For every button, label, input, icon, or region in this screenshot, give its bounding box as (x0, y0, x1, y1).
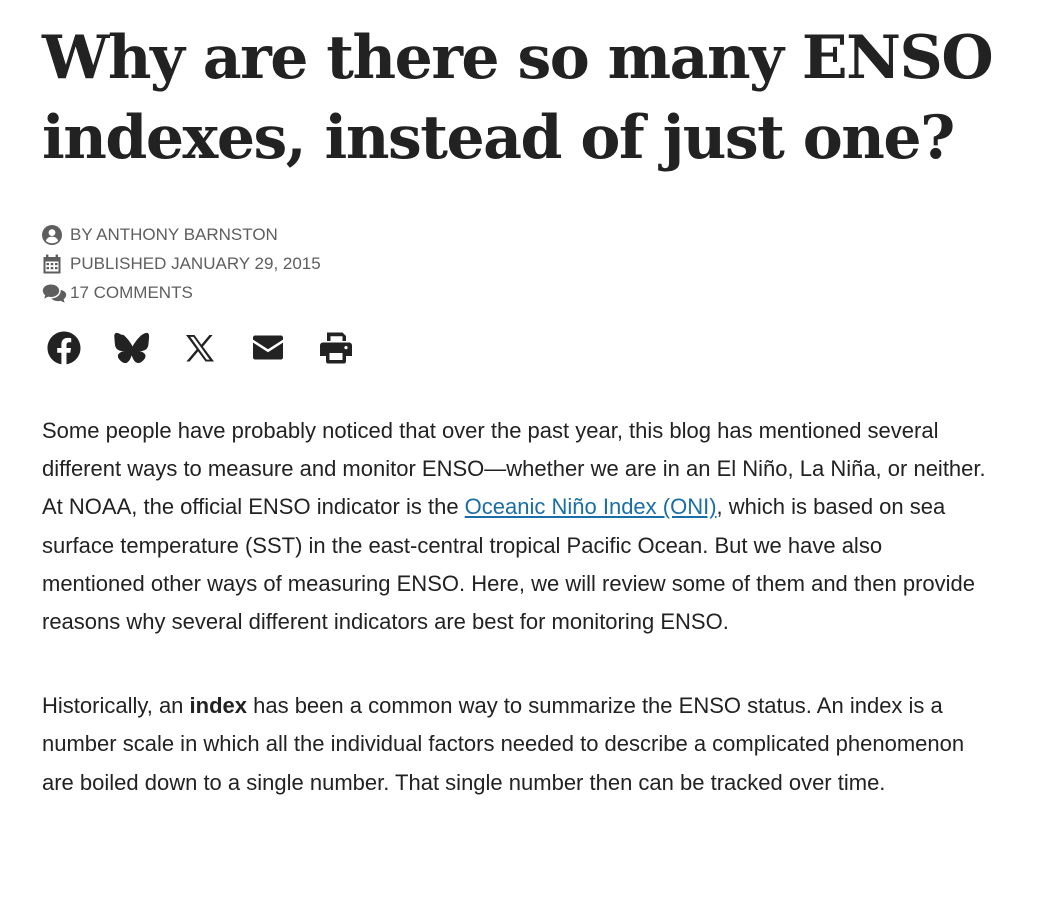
published-date: PUBLISHED JANUARY 29, 2015 (42, 249, 321, 278)
facebook-icon (47, 331, 81, 365)
author-link[interactable]: BY ANTHONY BARNSTON (70, 224, 278, 244)
x-icon (186, 335, 214, 362)
oni-link[interactable]: Oceanic Niño Index (ONI) (464, 494, 717, 520)
x-share-button[interactable] (182, 328, 250, 368)
comments-link[interactable]: 17 COMMENTS (70, 282, 193, 302)
paragraph-intro: Some people have probably noticed that o… (42, 418, 986, 635)
article-title: Why are there so many ENSO indexes, inst… (42, 23, 994, 173)
published-date-text: PUBLISHED JANUARY 29, 2015 (70, 253, 321, 273)
comments-count: 17 COMMENTS (42, 278, 321, 307)
calendar-icon (42, 254, 62, 274)
bluesky-share-button[interactable] (114, 328, 182, 368)
user-circle-icon (42, 224, 62, 245)
print-button[interactable] (318, 328, 386, 368)
share-bar (46, 328, 386, 368)
article-meta: BY ANTHONY BARNSTON PUBLISHED JANUARY 29… (42, 220, 321, 307)
bluesky-icon (114, 332, 150, 364)
bold-term-index: index (189, 693, 247, 719)
facebook-share-button[interactable] (46, 328, 114, 368)
envelope-icon (253, 335, 283, 360)
article-body: Some people have probably noticed that o… (42, 412, 987, 848)
printer-icon (320, 332, 352, 364)
author-byline: BY ANTHONY BARNSTON (42, 220, 321, 249)
paragraph-index: Historically, an index has been a common… (42, 693, 965, 795)
email-share-button[interactable] (250, 328, 318, 368)
comments-icon (42, 283, 68, 303)
